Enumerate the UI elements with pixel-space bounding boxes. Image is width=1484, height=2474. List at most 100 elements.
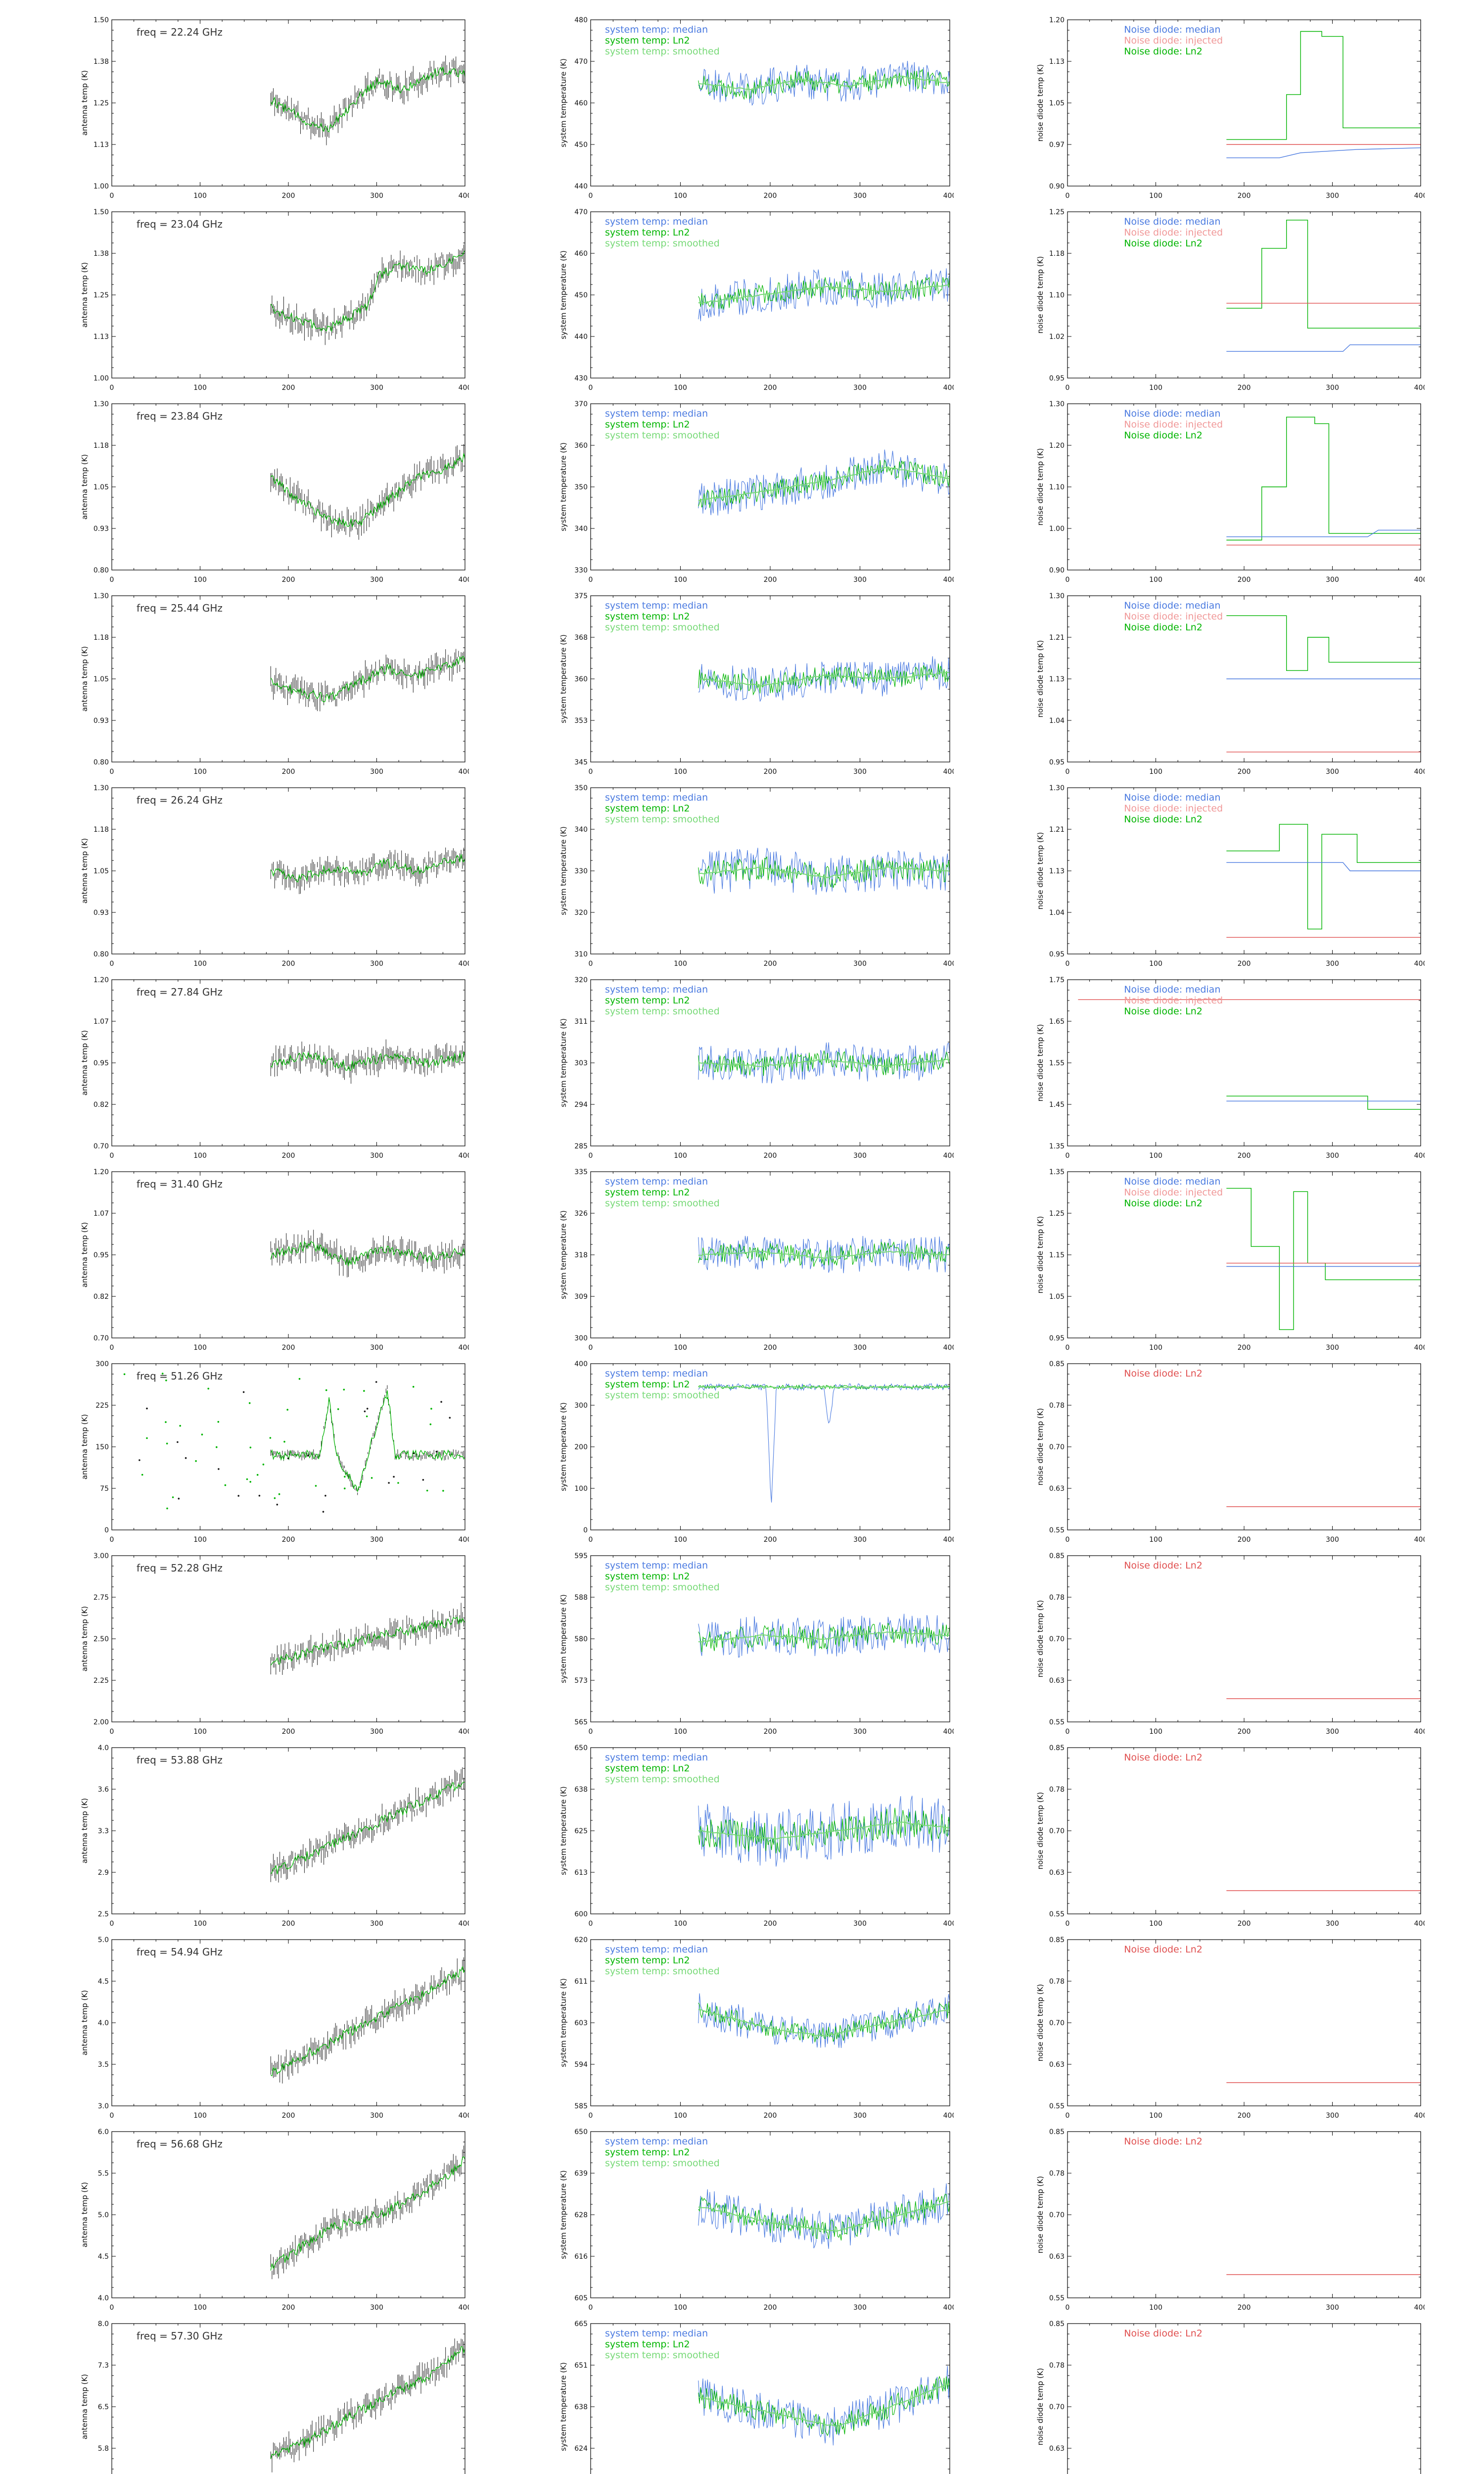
y-axis-title: noise diode temp (K): [1036, 256, 1045, 334]
x-tick-label: 0: [589, 192, 593, 200]
plot-series: [698, 656, 950, 702]
calibrated-data-line: [270, 2346, 465, 2459]
x-tick-label: 0: [589, 2304, 593, 2312]
y-tick-label: 0.90: [1049, 183, 1065, 190]
y-tick-label: 1.00: [93, 183, 109, 190]
x-tick-label: 100: [674, 1920, 687, 1928]
legend-entry: Noise diode: Ln2: [1124, 622, 1203, 633]
y-tick-label: 4.5: [98, 2253, 109, 2261]
y-tick-label: 628: [574, 2211, 588, 2219]
panel-system-temp: 0 100 200 300 400 605 616 628 639 650 system tempe…: [558, 2128, 954, 2320]
y-tick-label: 1.38: [93, 58, 109, 66]
x-tick-label: 0: [110, 1152, 114, 1160]
axis-tick-labels: 0 100 200 300 400 300 309 318 326 335: [574, 1168, 954, 1352]
system-temp-ln2-line: [698, 276, 950, 310]
x-tick-label: 200: [1238, 2304, 1251, 2312]
x-tick-label: 300: [1326, 384, 1339, 392]
noise-diode-blue-line: [1226, 862, 1421, 871]
legend-entry: Noise diode: median: [1124, 600, 1220, 611]
plot-frame: [590, 211, 950, 379]
y-tick-label: 1.07: [93, 1210, 109, 1218]
freq-label: freq = 53.88 GHz: [137, 1754, 223, 1766]
plot-series: [698, 268, 950, 322]
plot-series: [270, 1039, 465, 1084]
noise-diode-green-line: [1226, 1095, 1421, 1110]
y-tick-label: 7.3: [98, 2362, 109, 2370]
x-tick-label: 0: [589, 1920, 593, 1928]
y-tick-label: 2.9: [98, 1869, 109, 1877]
x-tick-label: 400: [1414, 1920, 1425, 1928]
x-tick-label: 200: [1238, 1536, 1251, 1544]
x-tick-label: 0: [1066, 1536, 1070, 1544]
axis-tick-labels: 0 100 200 300 400 0.90 0.97 1.05 1.13 1.20: [1049, 16, 1425, 200]
panel-noise-diode: 0 100 200 300 400 0.95 1.04 1.13 1.21 1.30 noise d…: [1035, 784, 1425, 976]
outlier-dot: [413, 1452, 415, 1454]
plot-row: 0 100 200 300 400 4.0 4.5 5.0 5.5 6.0 antenna temp…: [0, 2128, 1484, 2320]
outlier-dot: [278, 1493, 280, 1495]
plot-row: 0 100 200 300 400 1.00 1.13 1.25 1.38 1.50 antenna…: [0, 208, 1484, 400]
outlier-dot: [224, 1484, 227, 1486]
x-tick-label: 100: [193, 1536, 207, 1544]
system-temp-median-line: [698, 1993, 950, 2048]
y-axis-title: noise diode temp (K): [1036, 2368, 1045, 2446]
x-tick-label: 400: [943, 1728, 954, 1736]
panel-antenna-temp: 0 100 200 300 400 1.00 1.13 1.25 1.38 1.50 antenna…: [79, 16, 469, 208]
outlier-dot: [166, 1442, 168, 1445]
plot-series: [270, 649, 465, 712]
x-tick-label: 200: [282, 1920, 295, 1928]
x-tick-label: 0: [110, 1728, 114, 1736]
axis-tick-labels: 0 100 200 300 400 585 594 603 611 620: [574, 1936, 954, 2120]
x-tick-label: 0: [1066, 768, 1070, 776]
freq-label: freq = 25.44 GHz: [137, 602, 223, 614]
axis-tick-labels: 0 100 200 300 400 0 75 150 225 300: [95, 1360, 469, 1544]
outlier-dot: [258, 1495, 261, 1497]
axis-tick-labels: 0 100 200 300 400 0.95 1.04 1.13 1.21 1.30: [1049, 784, 1425, 968]
outlier-dot: [322, 1511, 325, 1513]
x-tick-label: 400: [943, 2112, 954, 2120]
legend-entry: Noise diode: Ln2: [1124, 1006, 1203, 1017]
x-tick-label: 100: [1149, 2304, 1162, 2312]
panel-noise-diode: 0 100 200 300 400 1.35 1.45 1.55 1.65 1.75 noise d…: [1035, 976, 1425, 1168]
axis-ticks: [1067, 1555, 1421, 1722]
x-tick-label: 100: [193, 768, 207, 776]
calibrated-data-line: [270, 66, 465, 133]
plot-series: [123, 1373, 465, 1513]
legend-entry: Noise diode: Ln2: [1124, 1198, 1203, 1209]
plot-series: [270, 2338, 465, 2473]
plot-frame: [1067, 1363, 1421, 1530]
system-temp-plot: 0 100 200 300 400 440 450 460 470 480 system tempe…: [559, 16, 954, 200]
axis-ticks: [590, 1747, 950, 1914]
system-temp-plot: 0 100 200 300 400 300 309 318 326 335 system tempe…: [559, 1168, 954, 1352]
axis-tick-labels: 0 100 200 300 400 565 573 580 588 595: [574, 1552, 954, 1736]
outlier-dot: [166, 1507, 168, 1510]
noise-diode-plot: 0 100 200 300 400 0.95 1.05 1.15 1.25 1.35 noise d…: [1036, 1168, 1425, 1352]
legend-entry: system temp: median: [605, 600, 708, 611]
legend-entry: system temp: smoothed: [605, 2350, 720, 2361]
y-axis-title: system temperature (K): [559, 634, 568, 723]
y-tick-label: 311: [574, 1018, 588, 1026]
outlier-dot: [248, 1402, 251, 1404]
legend-entry: Noise diode: Ln2: [1124, 430, 1203, 441]
axis-ticks: [111, 979, 465, 1146]
system-temp-smoothed-line: [698, 1250, 950, 1259]
legend-entry: system temp: median: [605, 2136, 708, 2147]
y-tick-label: 1.05: [93, 483, 109, 491]
legend-entry: system temp: smoothed: [605, 814, 720, 825]
x-tick-label: 400: [459, 768, 469, 776]
y-tick-label: 5.0: [98, 1936, 109, 1944]
y-tick-label: 1.05: [93, 675, 109, 683]
x-tick-label: 100: [1149, 192, 1162, 200]
x-tick-label: 200: [1238, 1344, 1251, 1352]
axis-ticks: [1067, 2131, 1421, 2298]
plot-series: [270, 1603, 465, 1675]
x-tick-label: 400: [459, 2112, 469, 2120]
y-tick-label: 353: [574, 717, 588, 725]
x-tick-label: 200: [764, 576, 777, 584]
y-tick-label: 326: [574, 1210, 588, 1218]
y-tick-label: 0.55: [1049, 2102, 1065, 2110]
x-tick-label: 300: [853, 1344, 867, 1352]
legend-entry: system temp: Ln2: [605, 611, 690, 622]
outlier-dot: [344, 1475, 346, 1478]
axis-ticks: [111, 211, 465, 379]
y-axis-title: system temperature (K): [559, 58, 568, 147]
